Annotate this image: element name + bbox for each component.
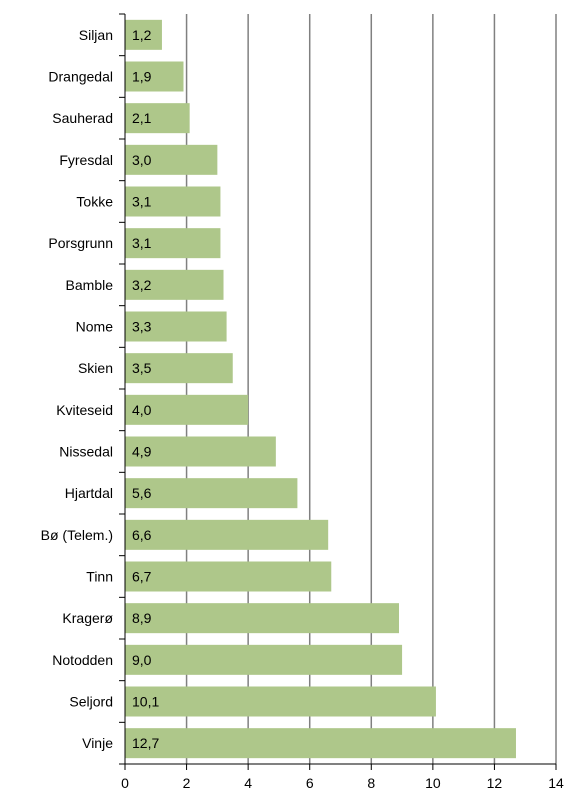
category-label: Porsgrunn	[48, 235, 113, 251]
bar-value-label: 3,2	[132, 277, 152, 293]
bar	[125, 228, 221, 259]
x-tick-label: 14	[548, 775, 564, 791]
bar	[125, 61, 184, 92]
bar-value-label: 3,0	[132, 152, 152, 168]
bar	[125, 353, 233, 384]
bar	[125, 728, 516, 759]
bar-value-label: 9,0	[132, 652, 152, 668]
gridlines	[185, 14, 557, 764]
bar-value-label: 3,1	[132, 194, 152, 210]
category-label: Tinn	[86, 569, 113, 585]
x-tick-label: 8	[367, 775, 375, 791]
bar-value-label: 2,1	[132, 110, 152, 126]
bar-value-label: 12,7	[132, 735, 159, 751]
bars	[125, 19, 516, 759]
bar-value-label: 3,5	[132, 360, 152, 376]
bar-value-label: 8,9	[132, 610, 152, 626]
bar	[125, 561, 332, 592]
category-label: Tokke	[76, 194, 113, 210]
x-tick-label: 6	[306, 775, 314, 791]
bar	[125, 644, 403, 675]
labels: 0 2 4 6 8 10 12 14 1,2 Siljan 1,9 Drangedal 2,1 Sauhe…	[41, 27, 564, 791]
category-label: Nissedal	[59, 444, 113, 460]
category-label: Bø (Telem.)	[41, 527, 113, 543]
bar-value-label: 4,0	[132, 402, 152, 418]
bar	[125, 103, 190, 134]
x-tick-label: 2	[183, 775, 191, 791]
category-label: Bamble	[66, 277, 114, 293]
bar	[125, 603, 399, 634]
bar	[125, 686, 436, 717]
x-tick-label: 12	[487, 775, 503, 791]
category-label: Hjartdal	[65, 485, 113, 501]
bar-value-label: 4,9	[132, 444, 152, 460]
bar	[125, 269, 224, 300]
category-label: Nome	[76, 319, 114, 335]
bar-value-label: 6,7	[132, 569, 152, 585]
bar-value-label: 1,9	[132, 69, 152, 85]
bar	[125, 519, 329, 550]
bar	[125, 19, 162, 50]
bar	[125, 186, 221, 217]
category-label: Drangedal	[48, 69, 113, 85]
category-label: Fyresdal	[59, 152, 113, 168]
category-label: Kragerø	[62, 610, 113, 626]
category-label: Sauherad	[52, 110, 113, 126]
bar-value-label: 1,2	[132, 27, 152, 43]
category-label: Skien	[78, 360, 113, 376]
category-label: Kviteseid	[56, 402, 113, 418]
axes	[119, 13, 557, 770]
bar-value-label: 3,3	[132, 319, 152, 335]
bar	[125, 311, 227, 342]
category-label: Seljord	[69, 694, 113, 710]
x-tick-label: 0	[121, 775, 129, 791]
bar	[125, 394, 249, 425]
bar-value-label: 6,6	[132, 527, 152, 543]
category-label: Siljan	[79, 27, 113, 43]
x-tick-label: 10	[425, 775, 441, 791]
x-tick-label: 4	[244, 775, 252, 791]
category-label: Vinje	[82, 735, 113, 751]
bar-value-label: 5,6	[132, 485, 152, 501]
bar	[125, 144, 218, 175]
bar	[125, 436, 276, 467]
category-label: Notodden	[52, 652, 113, 668]
bar-value-label: 10,1	[132, 694, 159, 710]
bar-value-label: 3,1	[132, 235, 152, 251]
bar	[125, 478, 298, 509]
